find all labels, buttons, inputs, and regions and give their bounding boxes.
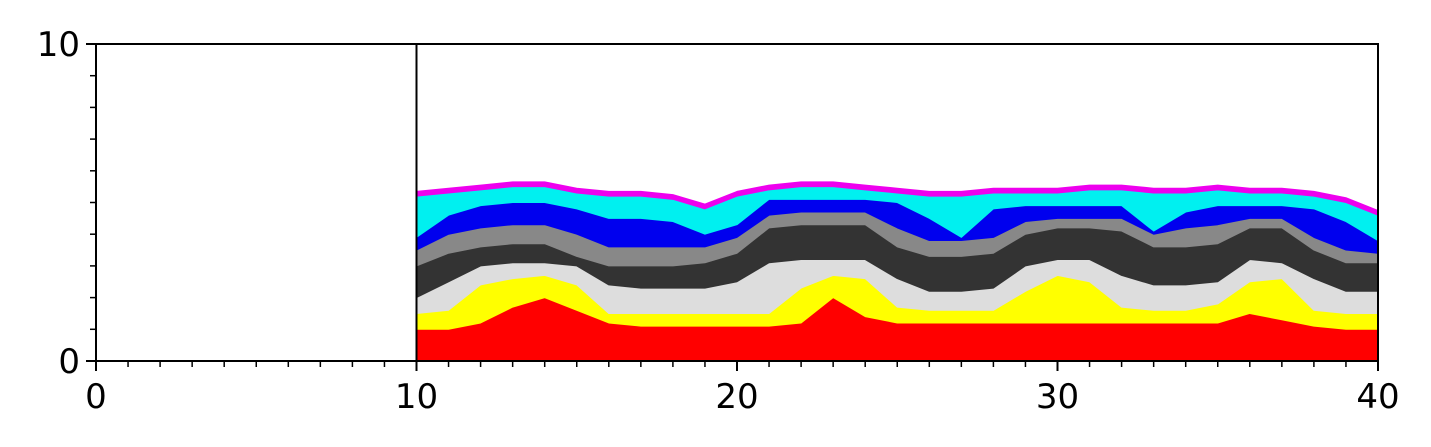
- x-tick-label: 20: [715, 377, 758, 417]
- y-tick-label: 0: [58, 342, 80, 382]
- x-tick-label: 40: [1356, 377, 1399, 417]
- x-tick-label: 0: [85, 377, 107, 417]
- x-tick-label: 30: [1036, 377, 1079, 417]
- y-tick-label: 10: [37, 25, 80, 65]
- x-tick-label: 10: [395, 377, 438, 417]
